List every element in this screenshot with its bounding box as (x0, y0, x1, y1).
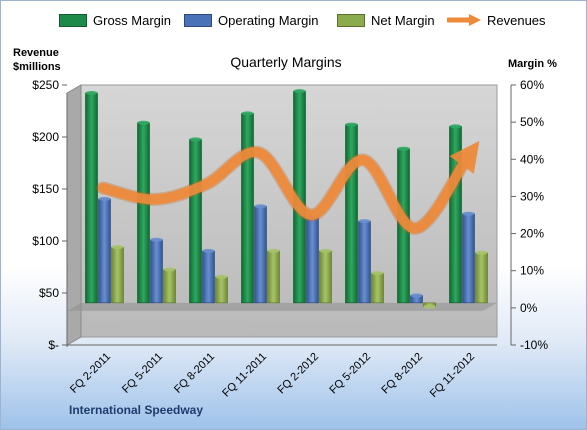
right-axis-tick-label: 50% (520, 115, 544, 129)
legend: Gross Margin Operating Margin Net Margin… (1, 9, 586, 31)
x-axis-tick-label: FQ 8-2012 (379, 351, 425, 397)
bar-cap-operating-margin (150, 237, 163, 242)
bar-cap-gross-margin (85, 91, 98, 95)
bar-gross-margin (241, 113, 254, 304)
legend-swatch-operating-margin (184, 13, 212, 27)
company-label: International Speedway (69, 403, 204, 417)
left-axis-tick-label: $250 (32, 78, 59, 92)
bar-cap-gross-margin (345, 122, 358, 127)
left-axis-title: Revenue $millions (13, 46, 61, 74)
bar-net-margin (215, 276, 228, 304)
bar-net-margin (163, 269, 176, 304)
bar-cap-gross-margin (241, 111, 254, 116)
legend-item-net-margin: Net Margin (337, 9, 435, 31)
legend-swatch-gross-margin (59, 13, 87, 27)
left-axis-tick-label: $50 (39, 286, 59, 300)
bar-cap-net-margin (475, 250, 488, 255)
left-axis-tick-label: $150 (32, 182, 59, 196)
legend-label-operating-margin: Operating Margin (218, 12, 319, 28)
bar-operating-margin (358, 220, 371, 304)
x-axis-tick-label: FQ 11-2012 (428, 351, 477, 400)
bar-cap-gross-margin (189, 137, 202, 142)
bar-cap-operating-margin (462, 211, 475, 216)
x-axis-tick-label: FQ 2-2012 (275, 351, 321, 397)
bar-cap-operating-margin (410, 293, 423, 298)
legend-arrow-revenues-icon (447, 14, 481, 26)
bar-cap-net-margin (267, 248, 280, 253)
right-axis-tick-label: 20% (520, 227, 544, 241)
bar-cap-net-margin (423, 304, 436, 309)
right-axis-tick-label: 0% (520, 301, 538, 315)
right-axis-tick-label: 30% (520, 189, 544, 203)
bar-net-margin (475, 252, 488, 304)
bar-net-margin (371, 272, 384, 304)
bar-cap-gross-margin (449, 124, 462, 129)
bar-cap-operating-margin (358, 219, 371, 224)
bar-gross-margin (137, 122, 150, 304)
revenue-line (98, 140, 480, 234)
bar-cap-operating-margin (98, 196, 111, 201)
bar-gross-margin (189, 139, 202, 304)
bar-gross-margin (85, 92, 98, 304)
plot-floor (67, 302, 497, 311)
legend-swatch-net-margin (337, 13, 365, 27)
bar-cap-net-margin (163, 267, 176, 272)
x-axis-tick-label: FQ 5-2012 (327, 351, 373, 397)
bar-gross-margin (449, 126, 462, 304)
bar-operating-margin (98, 198, 111, 304)
bar-gross-margin (345, 124, 358, 304)
legend-label-gross-margin: Gross Margin (93, 12, 172, 28)
x-axis-tick-label: FQ 5-2011 (120, 351, 165, 396)
left-axis-tick-label: $- (48, 338, 59, 352)
bar-net-margin (267, 250, 280, 304)
bar-cap-gross-margin (397, 146, 410, 151)
left-axis-title-line2: $millions (13, 61, 61, 73)
bar-operating-margin (462, 213, 475, 304)
chart-title: Quarterly Margins (230, 54, 342, 70)
bar-cap-net-margin (319, 248, 332, 253)
bar-cap-net-margin (215, 274, 228, 279)
legend-item-gross-margin: Gross Margin (59, 9, 171, 31)
left-axis-tick-label: $200 (32, 130, 59, 144)
bar-cap-net-margin (371, 271, 384, 276)
bar-cap-operating-margin (202, 248, 215, 253)
bar-operating-margin (306, 217, 319, 304)
left-axis-title-line1: Revenue (13, 47, 59, 59)
bar-cap-gross-margin (293, 89, 306, 94)
right-axis-tick-label: 40% (520, 152, 544, 166)
bar-operating-margin (202, 250, 215, 304)
legend-label-net-margin: Net Margin (371, 12, 435, 28)
bar-net-margin (111, 246, 124, 304)
right-axis-tick-label: 10% (520, 264, 544, 278)
bar-operating-margin (150, 239, 163, 304)
bar-cap-net-margin (111, 245, 124, 250)
legend-label-revenues: Revenues (487, 12, 546, 28)
right-axis-title: Margin % (508, 58, 557, 70)
legend-item-operating-margin: Operating Margin (184, 9, 318, 31)
bar-cap-gross-margin (137, 120, 150, 125)
x-axis-tick-label: FQ 8-2011 (172, 351, 217, 396)
legend-item-revenues: Revenues (447, 9, 546, 31)
right-axis-tick-label: 60% (520, 78, 544, 92)
left-axis-tick-label: $100 (32, 234, 59, 248)
x-axis-tick-label: FQ 2-2011 (68, 351, 113, 396)
bar-cap-operating-margin (254, 204, 267, 209)
right-axis-tick-label: -10% (520, 338, 548, 352)
bar-net-margin (319, 250, 332, 304)
bar-operating-margin (254, 205, 267, 304)
x-axis-tick-label: FQ 11-2011 (220, 351, 269, 400)
